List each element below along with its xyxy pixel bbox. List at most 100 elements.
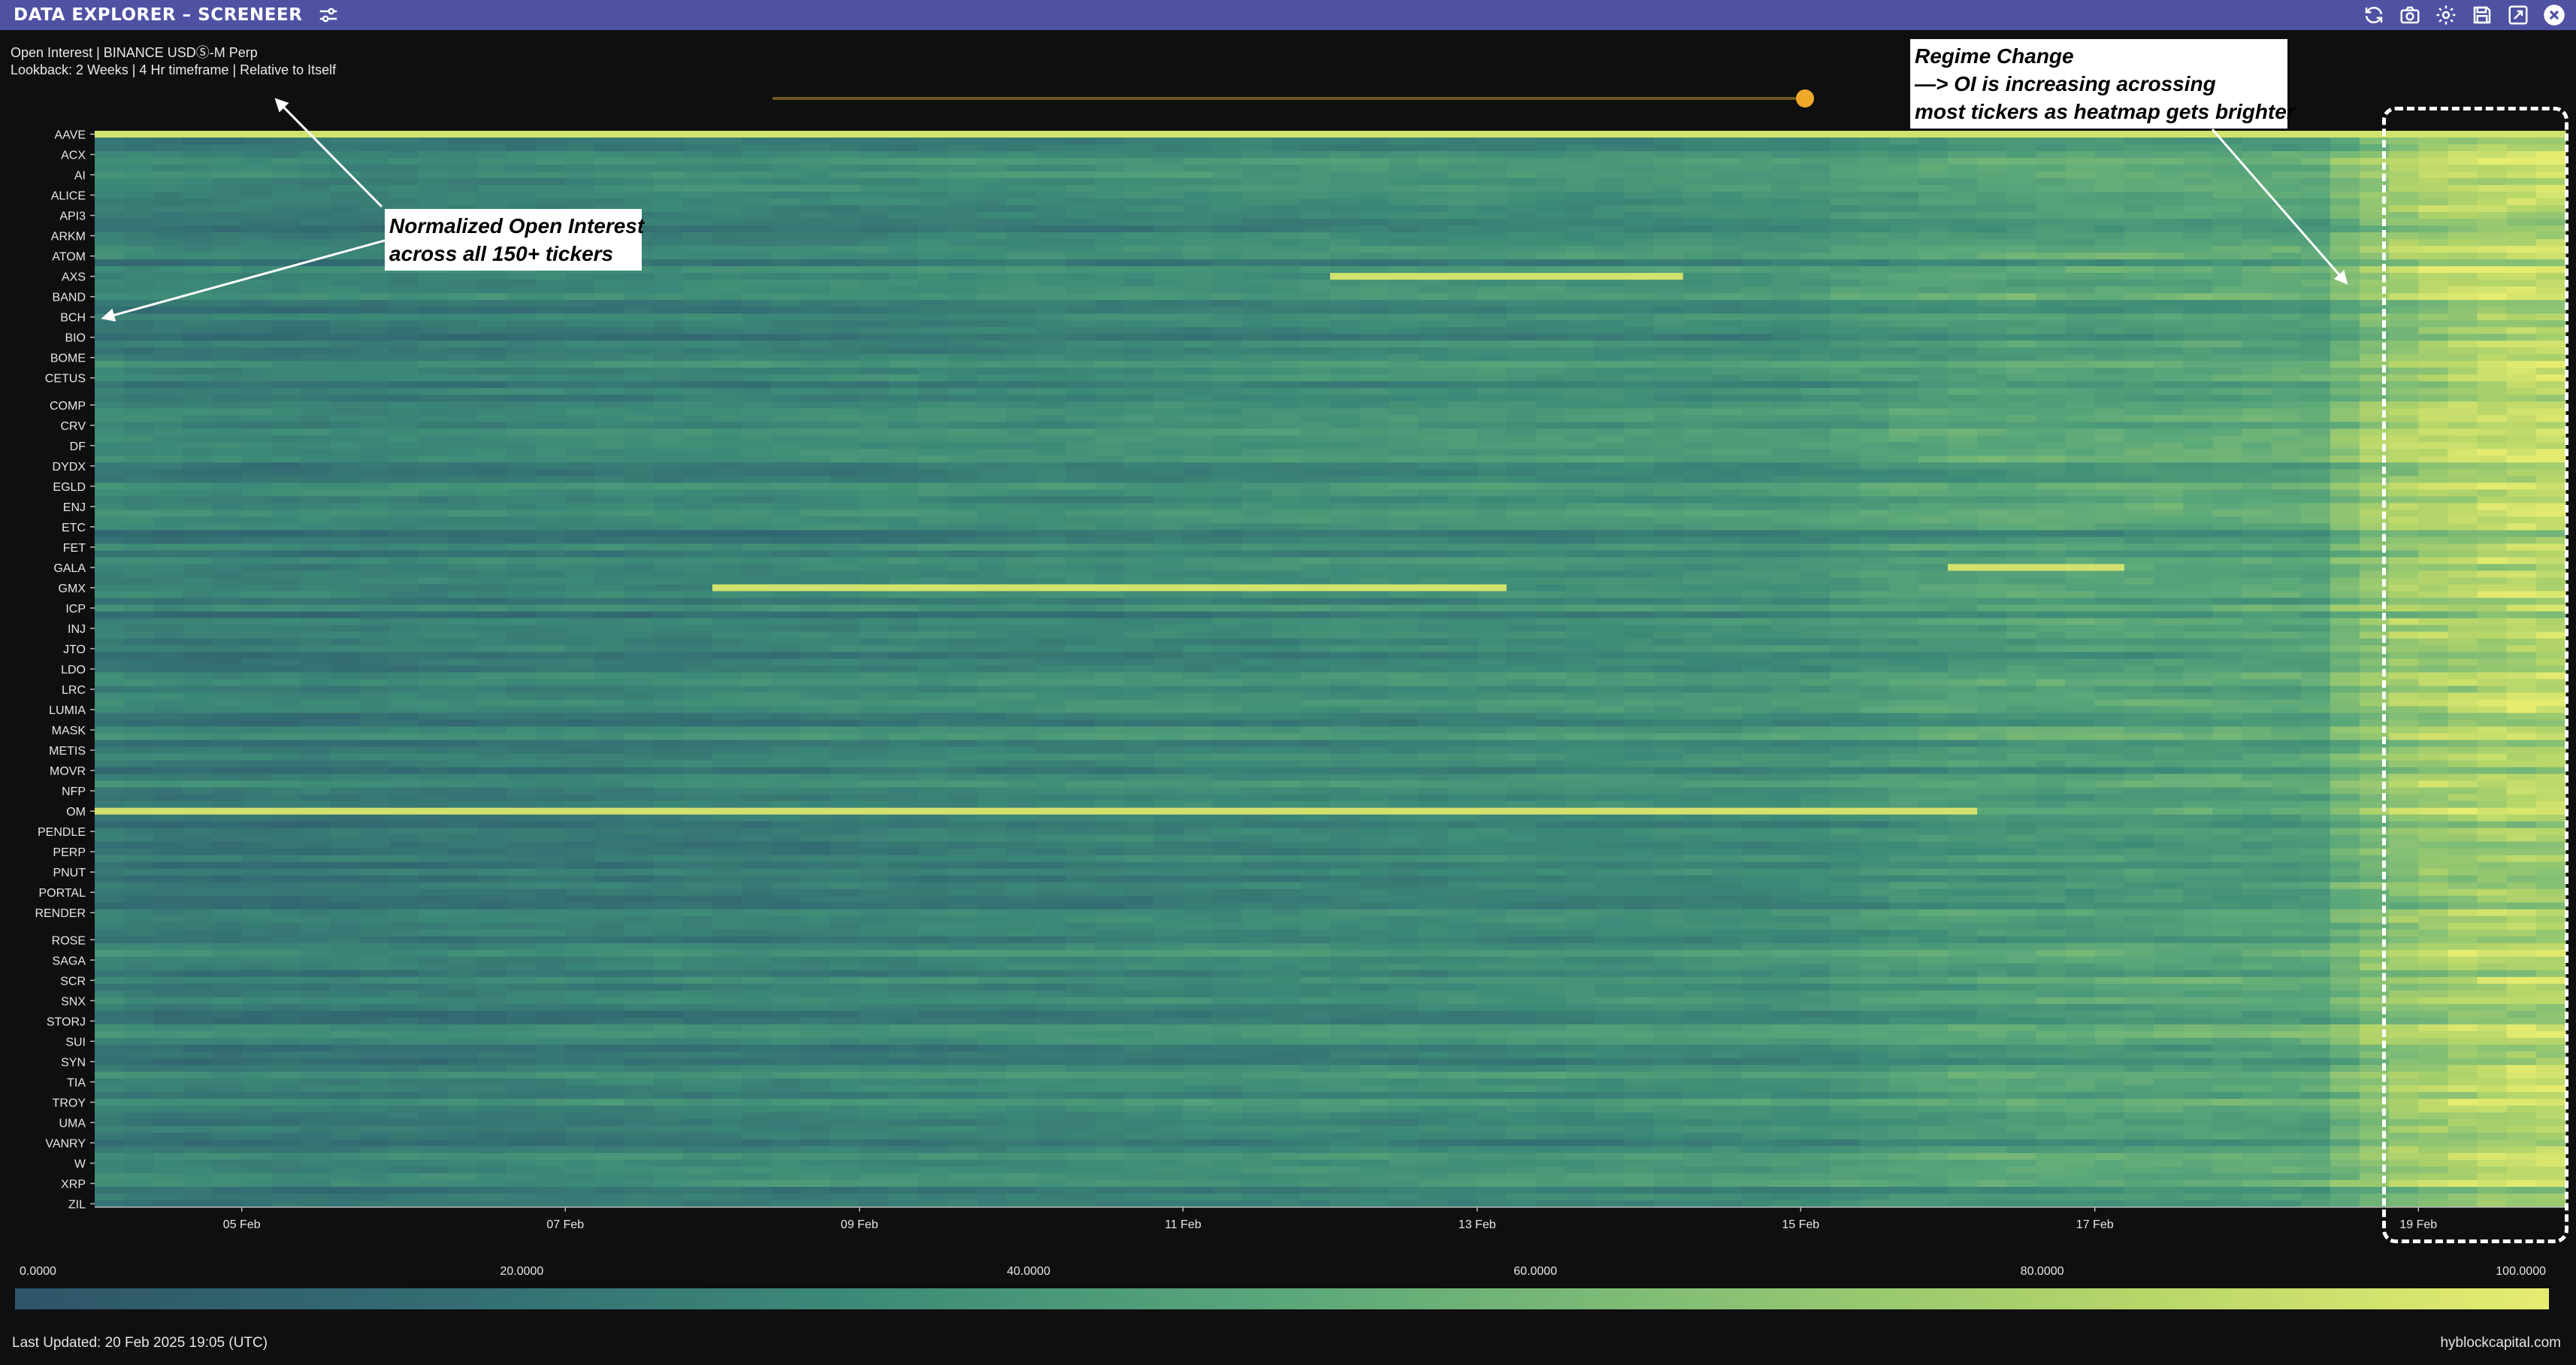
heatmap-cell [888,239,919,247]
heatmap-cell [1771,171,1801,179]
heatmap-cell [2418,347,2449,355]
heatmap-cell [1683,307,1713,314]
heatmap-cell [682,219,713,226]
save-icon[interactable] [2471,4,2493,26]
heatmap-cell [2006,273,2037,280]
heatmap-cell [594,456,625,463]
heatmap-cell [1565,144,1595,152]
heatmap-cell [2242,374,2272,382]
heatmap-cell [183,253,213,260]
heatmap-cell [1153,462,1184,470]
heatmap-cell [1653,232,1684,240]
heatmap-cell [1094,381,1125,389]
heatmap-cell [476,144,507,152]
heatmap-cell [1241,246,1272,253]
heatmap-cell [330,158,360,165]
heatmap-cell [771,212,802,219]
heatmap-cell [977,415,1008,422]
time-range-slider-track[interactable] [772,97,1805,100]
heatmap-cell [241,192,272,199]
heatmap-cell [859,219,890,226]
heatmap-cell [888,144,919,152]
heatmap-cell [1094,320,1125,328]
heatmap-cell [153,415,184,422]
heatmap-cell [712,266,742,274]
heatmap-cell [447,516,478,524]
heatmap-cell [2242,286,2272,294]
heatmap-cell [359,435,390,443]
heatmap-cell [1124,510,1154,517]
heatmap-cell [1771,131,1801,138]
heatmap-cell [771,165,802,172]
heatmap-cell [1977,469,2007,477]
heatmap-cell [1830,158,1861,165]
heatmap-cell [271,158,301,165]
gear-icon[interactable] [2435,4,2457,26]
heatmap-cell [2065,422,2096,429]
heatmap-cell [1888,483,1919,490]
heatmap-cell [1153,266,1184,274]
heatmap-cell [977,144,1008,152]
heatmap-cell [1036,381,1066,389]
heatmap-cell [1506,503,1537,510]
heatmap-cell [1153,361,1184,368]
heatmap-cell [565,428,596,436]
heatmap-cell [271,185,301,192]
heatmap-cell [830,178,860,186]
heatmap-cell [330,408,360,416]
heatmap-cell [2300,435,2331,443]
heatmap-cell [359,171,390,179]
heatmap-cell [1389,178,1420,186]
heatmap-cell [153,259,184,267]
heatmap-cell [594,340,625,348]
close-icon[interactable] [2543,4,2565,26]
heatmap-cell [1094,192,1125,199]
heatmap-cell [2036,165,2067,172]
heatmap-cell [712,462,742,470]
sliders-icon[interactable] [317,4,340,26]
heatmap-cell [447,313,478,321]
heatmap-cell [1036,300,1066,307]
heatmap-cell [2036,307,2067,314]
heatmap-cell [2154,449,2184,456]
heatmap-cell [1918,374,1949,382]
heatmap-cell [241,320,272,328]
heatmap-cell [1977,307,2007,314]
heatmap-cell [476,462,507,470]
heatmap-cell [1418,428,1449,436]
heatmap-cell [1418,516,1449,524]
heatmap-cell [301,327,331,334]
heatmap-cell [1241,374,1272,382]
heatmap-cell [1359,144,1389,152]
heatmap-cell [1124,469,1154,477]
heatmap-cell [2065,327,2096,334]
heatmap-cell [1888,280,1919,287]
heatmap-cell [1683,266,1713,274]
heatmap-cell [1506,388,1537,395]
heatmap-cell [2065,415,2096,422]
heatmap-cell [1036,286,1066,294]
heatmap-cell [1888,381,1919,389]
time-range-slider-handle[interactable] [1796,89,1814,107]
heatmap-cell [2154,320,2184,328]
heatmap-cell [682,347,713,355]
heatmap-cell [771,368,802,375]
heatmap-cell [1124,462,1154,470]
heatmap-cell [888,327,919,334]
heatmap-cell [800,334,831,341]
heatmap-cell [1359,354,1389,362]
heatmap-cell [1800,320,1831,328]
heatmap-cell [153,334,184,341]
heatmap-cell [1565,435,1595,443]
heatmap-cell [2300,516,2331,524]
refresh-icon[interactable] [2363,4,2385,26]
heatmap-cell [1888,368,1919,375]
heatmap-cell [2124,219,2154,226]
camera-icon[interactable] [2399,4,2421,26]
heatmap-cell [1712,259,1743,267]
heatmap-cell [1389,266,1420,274]
export-icon[interactable] [2507,4,2529,26]
heatmap-cell [359,428,390,436]
heatmap-cell [2006,510,2037,517]
heatmap-cell [301,138,331,145]
